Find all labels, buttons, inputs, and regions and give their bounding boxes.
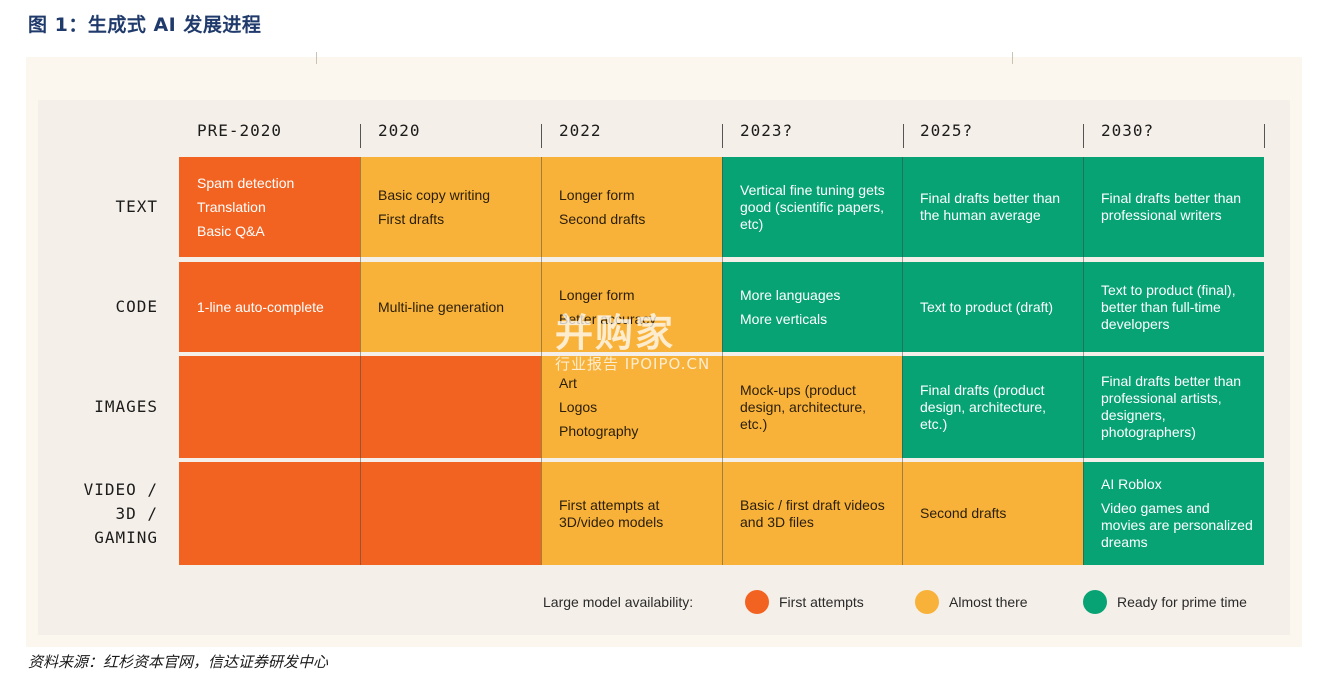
cell-text: Basic Q&A xyxy=(197,222,265,239)
panel-divider-left xyxy=(316,52,317,64)
grid-cell: Multi-line generation xyxy=(360,262,541,352)
cell-text: Multi-line generation xyxy=(378,298,505,315)
legend-label-almost-there: Almost there xyxy=(949,594,1028,610)
panel-divider-right xyxy=(1012,52,1013,64)
grid-cell: Final drafts better than professional ar… xyxy=(1083,356,1264,458)
row-label: CODE xyxy=(115,297,158,316)
cell-text: Final drafts better than professional ar… xyxy=(1101,373,1242,440)
grid-cell xyxy=(360,462,541,565)
column-header-separator xyxy=(1264,124,1265,148)
grid-cell xyxy=(179,356,360,458)
grid-cell: More languages More verticals xyxy=(722,262,903,352)
column-header: 2022 xyxy=(559,121,602,140)
grid-cell: Basic / first draft videos and 3D files xyxy=(722,462,903,565)
cell-text: Art xyxy=(559,374,577,391)
column-header-separator xyxy=(722,124,723,148)
grid-cell: AI Roblox Video games and movies are pers… xyxy=(1083,462,1264,565)
column-header: 2030? xyxy=(1101,121,1155,140)
column-divider xyxy=(541,157,542,565)
figure-title: 图 1：生成式 AI 发展进程 xyxy=(28,14,262,36)
cell-text: First attempts at 3D/video models xyxy=(559,496,664,530)
legend-dot-first-attempts xyxy=(745,590,769,614)
grid-cell: Vertical fine tuning gets good (scientif… xyxy=(722,157,903,257)
cell-text: Second drafts xyxy=(559,210,646,227)
column-header-separator xyxy=(541,124,542,148)
grid-cell: Text to product (draft) xyxy=(902,262,1083,352)
grid-cell: First attempts at 3D/video models xyxy=(541,462,722,565)
cell-text: Photography xyxy=(559,422,639,439)
source-note: 资料来源：红杉资本官网，信达证券研发中心 xyxy=(28,653,329,671)
grid-cell: Longer form Better accuracy xyxy=(541,262,722,352)
legend-title: Large model availability: xyxy=(543,594,694,610)
legend-dot-almost-there xyxy=(915,590,939,614)
cell-text: Basic / first draft videos and 3D files xyxy=(740,496,885,530)
column-header: 2025? xyxy=(920,121,974,140)
grid-cell xyxy=(360,356,541,458)
cell-text: Final drafts better than professional wr… xyxy=(1101,190,1242,223)
legend-label-first-attempts: First attempts xyxy=(779,594,864,610)
cell-text: Video games and movies are personalized … xyxy=(1101,500,1253,550)
column-divider xyxy=(722,157,723,565)
cell-text: More languages xyxy=(740,286,841,303)
legend-label-ready-for-prime-time: Ready for prime time xyxy=(1117,594,1247,610)
column-header: 2023? xyxy=(740,121,794,140)
cell-text: Longer form xyxy=(559,286,635,303)
row-label: TEXT xyxy=(115,197,158,216)
column-header: 2020 xyxy=(378,121,421,140)
grid-cell: Final drafts better than the human avera… xyxy=(902,157,1083,257)
cell-text: First drafts xyxy=(378,210,445,227)
grid-cell: Spam detection Translation Basic Q&A xyxy=(179,157,360,257)
row-label: IMAGES xyxy=(94,397,158,416)
grid-cell: Final drafts (product design, architectu… xyxy=(902,356,1083,458)
cell-text: Translation xyxy=(197,198,266,215)
cell-text: AI Roblox xyxy=(1101,476,1162,492)
cell-text: Text to product (final), better than ful… xyxy=(1101,281,1236,332)
cell-text: More verticals xyxy=(740,310,828,327)
grid-cell: 1-line auto-complete xyxy=(179,262,360,352)
column-divider xyxy=(360,157,361,565)
column-header-separator xyxy=(903,124,904,148)
cell-text: 1-line auto-complete xyxy=(197,298,324,315)
cell-text: Logos xyxy=(559,398,598,415)
grid-cell: Art Logos Photography xyxy=(541,356,722,458)
column-header: PRE-2020 xyxy=(197,121,283,140)
grid-cell: Basic copy writing First drafts xyxy=(360,157,541,257)
cell-text: Basic copy writing xyxy=(378,186,491,203)
row-label: VIDEO / 3D / GAMING xyxy=(83,479,158,547)
cell-text: Second drafts xyxy=(920,505,1007,521)
cell-text: Vertical fine tuning gets good (scientif… xyxy=(740,181,885,232)
cell-text: Better accuracy xyxy=(559,310,657,327)
grid-cell: Text to product (final), better than ful… xyxy=(1083,262,1264,352)
column-divider xyxy=(1083,157,1084,565)
grid-cell xyxy=(179,462,360,565)
cell-text: Mock-ups (product design, architecture, … xyxy=(740,381,867,432)
cell-text: Final drafts (product design, architectu… xyxy=(920,381,1047,432)
grid-cell: Second drafts xyxy=(902,462,1083,565)
cell-text: Longer form xyxy=(559,186,635,203)
grid-cell: Mock-ups (product design, architecture, … xyxy=(722,356,903,458)
column-divider xyxy=(902,157,903,565)
column-header-separator xyxy=(1083,124,1084,148)
column-header-separator xyxy=(360,124,361,148)
legend-dot-ready-for-prime-time xyxy=(1083,590,1107,614)
cell-text: Spam detection xyxy=(197,174,295,191)
cell-text: Text to product (draft) xyxy=(920,298,1054,315)
cell-text: Final drafts better than the human avera… xyxy=(920,190,1061,223)
grid-cell: Longer form Second drafts xyxy=(541,157,722,257)
grid-cell: Final drafts better than professional wr… xyxy=(1083,157,1264,257)
